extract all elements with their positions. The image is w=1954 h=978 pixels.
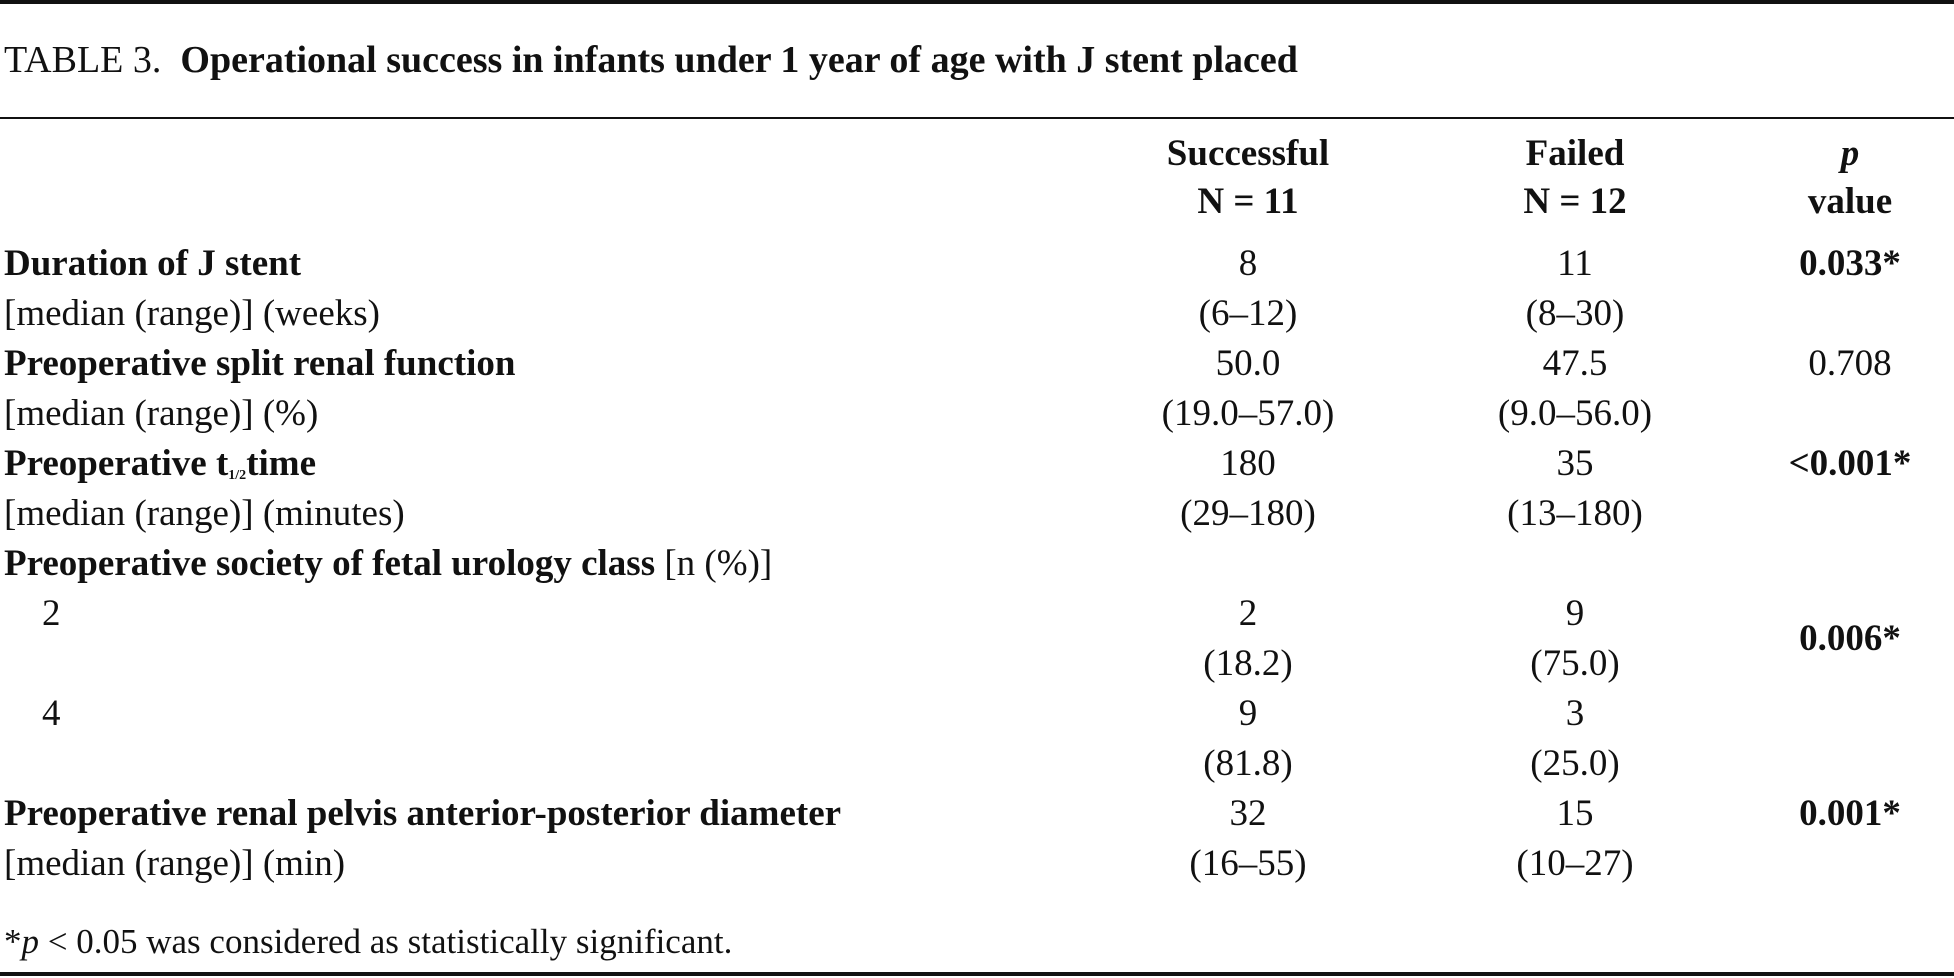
cell-duration-failed-range: (8–30) xyxy=(1525,293,1625,334)
cell-duration-p: 0.033* xyxy=(1799,243,1901,284)
row-sfu-class4-label: 4 xyxy=(42,693,61,734)
table-number: TABLE 3. xyxy=(4,39,162,81)
row-sublabel-apd: [median (range)] (min) xyxy=(4,843,346,884)
cell-sfu2-successful: 2 xyxy=(1238,593,1258,634)
cell-sfu-p: 0.006* xyxy=(1799,618,1901,659)
cell-split-p: 0.708 xyxy=(1808,343,1892,384)
thalf-subscript: 1/2 xyxy=(228,468,247,483)
cell-duration-failed: 11 xyxy=(1557,243,1593,284)
row-sublabel-thalf: [median (range)] (minutes) xyxy=(4,493,405,534)
row-label-sfu: Preoperative society of fetal urology cl… xyxy=(4,543,773,584)
cell-thalf-failed-range: (13–180) xyxy=(1507,493,1643,534)
cell-split-successful-range: (19.0–57.0) xyxy=(1161,393,1335,434)
table-top-rule xyxy=(0,0,1954,4)
header-successful: Successful N = 11 xyxy=(1166,133,1330,222)
cell-sfu2-failed: 9 xyxy=(1565,593,1585,634)
table-bottom-rule xyxy=(0,972,1954,976)
cell-thalf-successful-range: (29–180) xyxy=(1180,493,1316,534)
row-sfu-class2-label: 2 xyxy=(42,593,61,634)
row-sublabel-duration: [median (range)] (weeks) xyxy=(4,293,380,334)
cell-split-successful: 50.0 xyxy=(1215,343,1281,384)
row-label-thalf: Preoperative t1/2time xyxy=(4,443,317,484)
row-label-split: Preoperative split renal function xyxy=(4,343,516,384)
cell-thalf-successful: 180 xyxy=(1220,443,1276,484)
table-title: Operational success in infants under 1 y… xyxy=(180,39,1298,81)
cell-apd-successful: 32 xyxy=(1229,793,1267,834)
cell-sfu4-failed-pct: (25.0) xyxy=(1530,743,1620,784)
row-sublabel-split: [median (range)] (%) xyxy=(4,393,319,434)
cell-thalf-failed: 35 xyxy=(1556,443,1594,484)
row-label-apd: Preoperative renal pelvis anterior-poste… xyxy=(4,793,842,834)
row-label-duration: Duration of J stent xyxy=(4,243,302,284)
cell-sfu4-failed: 3 xyxy=(1565,693,1585,734)
table-caption: TABLE 3. Operational success in infants … xyxy=(4,36,1298,84)
cell-apd-successful-range: (16–55) xyxy=(1189,843,1307,884)
cell-thalf-p: <0.001* xyxy=(1788,443,1912,484)
cell-duration-successful: 8 xyxy=(1238,243,1258,284)
header-failed: Failed N = 12 xyxy=(1523,133,1627,222)
cell-sfu4-successful-pct: (81.8) xyxy=(1203,743,1293,784)
cell-split-failed: 47.5 xyxy=(1542,343,1608,384)
table-footnote: *p < 0.05 was considered as statisticall… xyxy=(4,922,733,961)
cell-apd-p: 0.001* xyxy=(1799,793,1901,834)
cell-sfu4-successful: 9 xyxy=(1238,693,1258,734)
header-p-value: p value xyxy=(1807,133,1893,222)
cell-sfu2-failed-pct: (75.0) xyxy=(1530,643,1620,684)
cell-apd-failed: 15 xyxy=(1556,793,1594,834)
cell-apd-failed-range: (10–27) xyxy=(1516,843,1634,884)
cell-sfu2-successful-pct: (18.2) xyxy=(1203,643,1293,684)
cell-duration-successful-range: (6–12) xyxy=(1198,293,1298,334)
cell-split-failed-range: (9.0–56.0) xyxy=(1497,393,1653,434)
table-header-rule xyxy=(0,117,1954,119)
